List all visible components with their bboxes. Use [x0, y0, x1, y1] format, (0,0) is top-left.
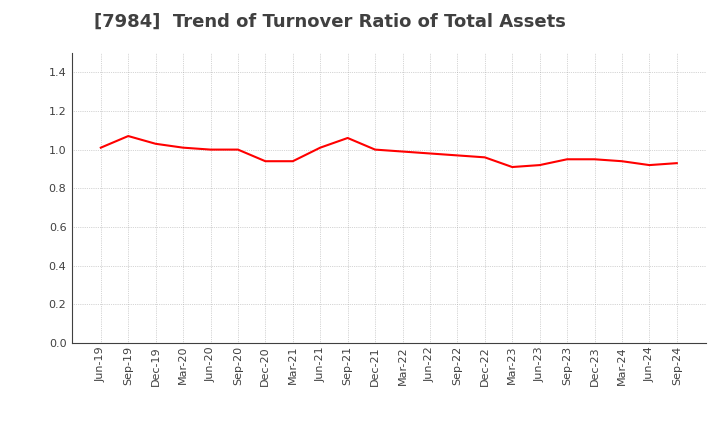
Text: [7984]  Trend of Turnover Ratio of Total Assets: [7984] Trend of Turnover Ratio of Total …	[94, 13, 565, 31]
